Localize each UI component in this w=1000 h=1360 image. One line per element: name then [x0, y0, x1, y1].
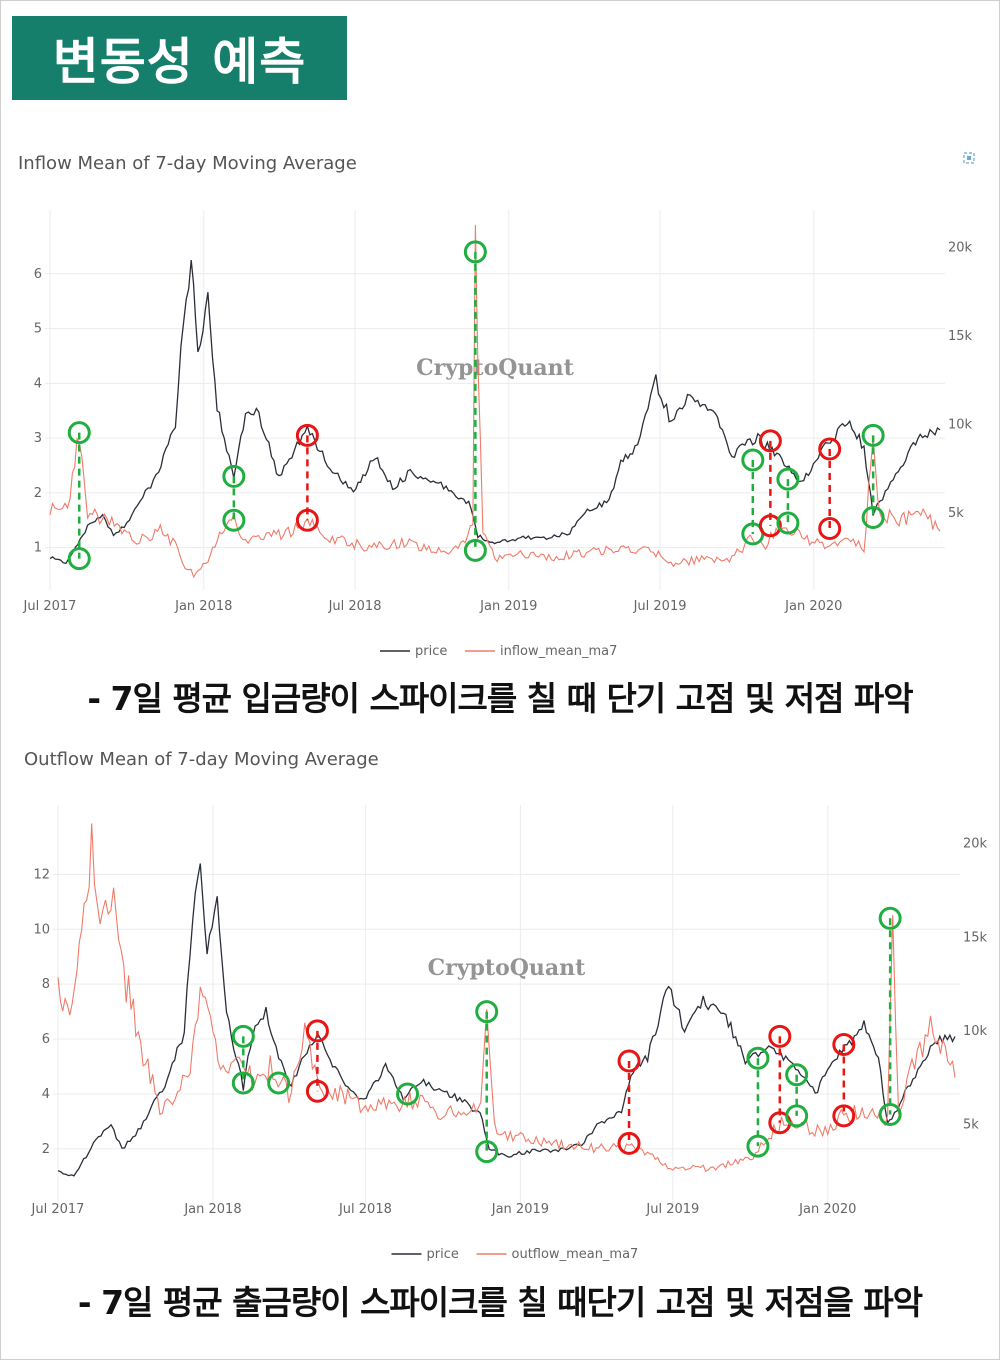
y-left-tick-label: 4	[42, 1087, 50, 1102]
marker-circle-top	[741, 448, 765, 472]
y-left-tick-label: 2	[34, 486, 42, 501]
marker-circle-top	[463, 240, 487, 264]
section-badge: 변동성 예측	[12, 16, 347, 100]
marker-circle-top	[878, 906, 902, 930]
marker-circle-bottom	[758, 514, 782, 538]
inflow-chart: Jul 2017 Jan 2018 Jul 2018 Jan 2019 Jul 2019…	[23, 210, 973, 659]
marker-circle-top	[746, 1046, 770, 1070]
x-tick-label: Jul 2017	[23, 599, 77, 614]
chart-title-outflow: Outflow Mean of 7-day Moving Average	[24, 749, 379, 770]
x-tick-label: Jul 2018	[328, 599, 382, 614]
x-tick-label: Jul 2019	[645, 1202, 699, 1217]
marker-circle-top	[231, 1024, 255, 1048]
marker-circle-top	[768, 1024, 792, 1048]
marker-circle-bottom	[617, 1131, 641, 1155]
marker-circle-bottom	[267, 1071, 291, 1095]
price-line	[49, 260, 941, 565]
marker-circle-top	[222, 464, 246, 488]
marker-circle-top	[305, 1019, 329, 1043]
marker-circle-top	[295, 423, 319, 447]
y-left-tick-label: 10	[33, 922, 50, 937]
marker-circle-top	[67, 421, 91, 445]
legend-label-flow: inflow_mean_ma7	[500, 644, 617, 659]
y-right-tick-label: 5k	[963, 1117, 979, 1132]
legend-label-flow: outflow_mean_ma7	[512, 1247, 639, 1262]
watermark: CryptoQuant	[428, 955, 587, 981]
inflow-caption: - 7일 평균 입금량이 스파이크를 칠 때 단기 고점 및 저점 파악	[87, 679, 913, 718]
marker-circle-top	[758, 429, 782, 453]
marker-circle-bottom	[776, 511, 800, 535]
legend-label-price: price	[415, 644, 447, 659]
marker-circle-bottom	[231, 1071, 255, 1095]
marker-circle-bottom	[463, 538, 487, 562]
x-tick-label: Jan 2018	[174, 599, 232, 614]
x-tick-label: Jul 2018	[338, 1202, 392, 1217]
outflow-chart: Jul 2017 Jan 2018 Jul 2018 Jan 2019 Jul 2019…	[31, 805, 988, 1262]
y-left-tick-label: 5	[34, 322, 42, 337]
marker-circle-bottom	[295, 508, 319, 532]
marker-circle-top	[785, 1063, 809, 1087]
price-line	[57, 863, 956, 1177]
y-right-tick-label: 15k	[963, 930, 988, 945]
flow-line	[49, 224, 941, 579]
marker-circle-bottom	[396, 1082, 420, 1106]
chart-title-inflow: Inflow Mean of 7-day Moving Average	[18, 153, 357, 174]
outflow-caption: - 7일 평균 출금량이 스파이크를 칠 때단기 고점 및 저점을 파악	[77, 1283, 923, 1322]
marker-circle-top	[475, 1000, 499, 1024]
y-left-tick-label: 3	[34, 431, 42, 446]
marker-circle-bottom	[878, 1103, 902, 1127]
marker-circle-bottom	[818, 516, 842, 540]
legend-label-price: price	[427, 1247, 459, 1262]
flow-line	[57, 823, 956, 1172]
marker-circle-bottom	[746, 1134, 770, 1158]
y-left-tick-label: 2	[42, 1142, 50, 1157]
y-left-tick-label: 1	[34, 541, 42, 556]
marker-circle-bottom	[861, 506, 885, 529]
marker-circle-top	[617, 1049, 641, 1073]
marker-circle-top	[818, 437, 842, 461]
marker-circle-bottom	[832, 1104, 856, 1128]
marker-circle-bottom	[475, 1140, 499, 1164]
marker-circle-bottom	[305, 1079, 329, 1103]
x-tick-label: Jan 2020	[784, 599, 842, 614]
x-tick-label: Jan 2019	[479, 599, 537, 614]
expand-icon[interactable]	[962, 151, 976, 165]
y-left-tick-label: 6	[42, 1032, 50, 1047]
y-left-tick-label: 12	[33, 867, 50, 882]
marker-circle-bottom	[222, 508, 246, 532]
marker-circle-top	[832, 1033, 856, 1057]
marker-circle-bottom	[67, 547, 91, 571]
x-tick-label: Jan 2020	[798, 1202, 856, 1217]
y-right-tick-label: 20k	[948, 241, 973, 256]
marker-circle-top	[861, 423, 885, 447]
y-left-tick-label: 8	[42, 977, 50, 992]
marker-circle-bottom	[785, 1104, 809, 1128]
x-tick-label: Jan 2019	[491, 1202, 549, 1217]
y-right-tick-label: 20k	[963, 837, 988, 852]
y-left-tick-label: 4	[34, 376, 42, 391]
y-right-tick-label: 10k	[963, 1024, 988, 1039]
y-right-tick-label: 10k	[948, 418, 973, 433]
x-tick-label: Jan 2018	[183, 1202, 241, 1217]
x-tick-label: Jul 2017	[31, 1202, 85, 1217]
watermark: CryptoQuant	[416, 355, 575, 381]
marker-circle-top	[776, 467, 800, 491]
y-left-tick-label: 6	[34, 267, 42, 282]
x-tick-label: Jul 2019	[633, 599, 687, 614]
y-right-tick-label: 5k	[948, 506, 964, 521]
y-right-tick-label: 15k	[948, 329, 973, 344]
